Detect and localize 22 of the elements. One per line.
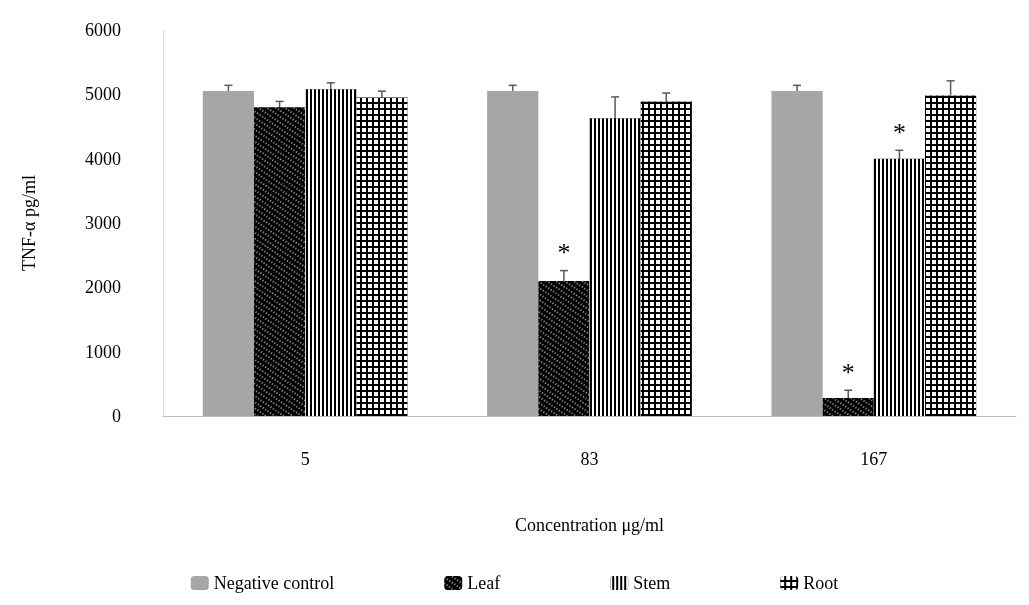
bar [202, 91, 254, 416]
y-axis-title: TNF-α pg/ml [19, 175, 39, 271]
y-tick-label: 1000 [85, 341, 121, 362]
y-tick-label: 0 [112, 406, 121, 426]
y-tick-label: 2000 [85, 277, 121, 298]
bar [487, 91, 539, 416]
x-axis-title: Concentration μg/ml [514, 515, 665, 535]
y-tick-label: 3000 [85, 213, 121, 233]
legend-label: Negative control [213, 573, 335, 593]
annotation: * [841, 357, 855, 387]
legend-label: Stem [633, 573, 671, 593]
bar [771, 91, 823, 416]
legend-label: Root [803, 573, 839, 593]
x-tick-label: 83 [580, 449, 599, 469]
x-tick-label: 167 [860, 449, 888, 469]
y-tick-label: 6000 [85, 20, 121, 40]
y-tick-label: 4000 [85, 148, 121, 169]
annotation: * [892, 117, 906, 147]
x-tick-label: 5 [300, 449, 310, 469]
y-tick-label: 5000 [85, 84, 121, 105]
legend-label: Leaf [467, 573, 501, 593]
annotation: * [557, 238, 571, 268]
